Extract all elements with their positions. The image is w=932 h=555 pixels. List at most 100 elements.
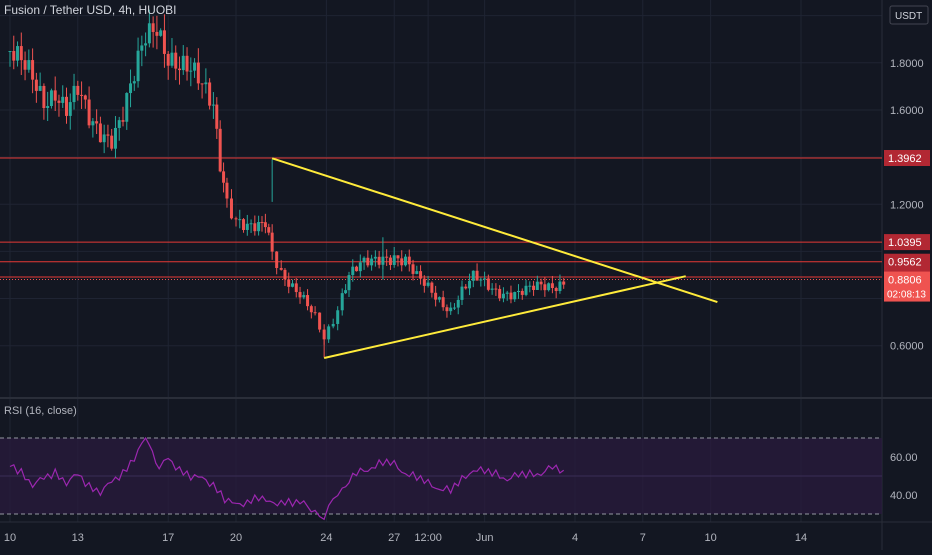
time-axis-tick-label: 14	[795, 532, 807, 544]
candle-body	[110, 135, 114, 149]
candle-body	[200, 83, 204, 85]
candle-body	[340, 293, 344, 311]
candle-body	[539, 281, 543, 285]
candle-body	[61, 96, 65, 103]
candle-body	[336, 310, 340, 324]
candle-body	[53, 90, 57, 101]
candle-body	[215, 104, 219, 129]
candle-body	[517, 290, 520, 293]
candle-body	[222, 171, 226, 183]
candle-body	[294, 283, 298, 293]
candle-body	[528, 285, 532, 287]
currency-label: USDT	[895, 11, 922, 22]
candle-body	[72, 85, 76, 103]
candle-body	[121, 120, 125, 122]
candle-body	[253, 223, 257, 232]
candle-body	[411, 264, 415, 274]
candle-body	[279, 267, 283, 270]
candle-body	[155, 31, 159, 36]
candle-body	[162, 30, 166, 54]
candle-body	[238, 219, 242, 221]
candle-body	[362, 257, 366, 263]
candle-body	[298, 292, 302, 298]
candle-body	[331, 323, 335, 327]
candle-body	[520, 290, 524, 295]
candle-body	[426, 282, 430, 286]
candle-body	[211, 104, 215, 106]
candle-body	[125, 93, 129, 122]
candle-body	[456, 299, 460, 308]
candle-body	[441, 297, 445, 308]
candle-body	[291, 283, 294, 287]
candle-body	[189, 70, 193, 72]
candle-body	[475, 270, 479, 281]
candle-body	[452, 307, 456, 309]
candle-body	[543, 284, 547, 291]
candle-body	[558, 281, 562, 292]
candle-body	[422, 278, 426, 286]
candle-body	[302, 295, 306, 298]
candle-body	[306, 295, 310, 307]
candle-body	[419, 271, 423, 279]
level-price-label: 0.9562	[888, 257, 922, 269]
candle-body	[257, 222, 261, 232]
candle-body	[366, 257, 370, 266]
candle-body	[400, 258, 404, 266]
candle-body	[12, 51, 16, 61]
time-axis-tick-label: 27	[388, 532, 400, 544]
last-price-tag	[884, 271, 930, 302]
level-price-tag	[884, 234, 930, 251]
candle-body	[76, 85, 80, 95]
bar-countdown: 02:08:13	[887, 290, 926, 301]
time-axis-tick-label: 10	[4, 532, 16, 544]
candle-body	[117, 120, 121, 128]
rsi-line	[9, 436, 565, 521]
candle-body	[505, 292, 509, 294]
rsi-axis-tick-label: 60.00	[890, 452, 918, 464]
candle-body	[524, 285, 528, 295]
candle-body	[229, 198, 233, 219]
candle-body	[490, 288, 494, 290]
candle-body	[68, 102, 72, 116]
rsi-axis-tick-label: 40.00	[890, 490, 918, 502]
candle-body	[181, 55, 185, 71]
trendline	[323, 275, 686, 359]
candle-body	[38, 85, 42, 91]
candle-body	[23, 60, 27, 70]
candle-body	[392, 255, 396, 265]
candle-body	[144, 43, 148, 46]
candle-body	[98, 123, 102, 143]
candle-body	[245, 223, 249, 230]
time-axis-tick-label: 17	[162, 532, 174, 544]
candle-body	[370, 258, 374, 266]
candle-body	[204, 82, 208, 85]
candle-body	[159, 30, 163, 36]
candle-body	[16, 46, 20, 61]
candle-body	[208, 82, 212, 106]
candle-body	[242, 219, 246, 230]
candle-body	[132, 81, 136, 84]
candle-body	[129, 83, 133, 94]
candle-body	[174, 52, 178, 69]
candle-body	[31, 60, 35, 80]
candle-body	[267, 227, 271, 233]
candle-body	[102, 134, 106, 143]
candle-body	[327, 326, 331, 340]
candle-body	[486, 278, 490, 290]
candle-body	[445, 307, 449, 312]
candle-body	[498, 288, 502, 299]
candle-body	[270, 232, 274, 252]
candle-body	[170, 52, 174, 66]
candle-body	[449, 307, 453, 312]
candle-body	[140, 45, 144, 51]
candle-body	[464, 286, 468, 289]
candle-body	[91, 121, 95, 126]
candle-body	[407, 256, 411, 265]
level-price-label: 1.3962	[888, 153, 922, 165]
candle-body	[344, 290, 348, 294]
candle-body	[471, 270, 475, 281]
candle-body	[57, 100, 61, 103]
candle-body	[87, 99, 91, 126]
